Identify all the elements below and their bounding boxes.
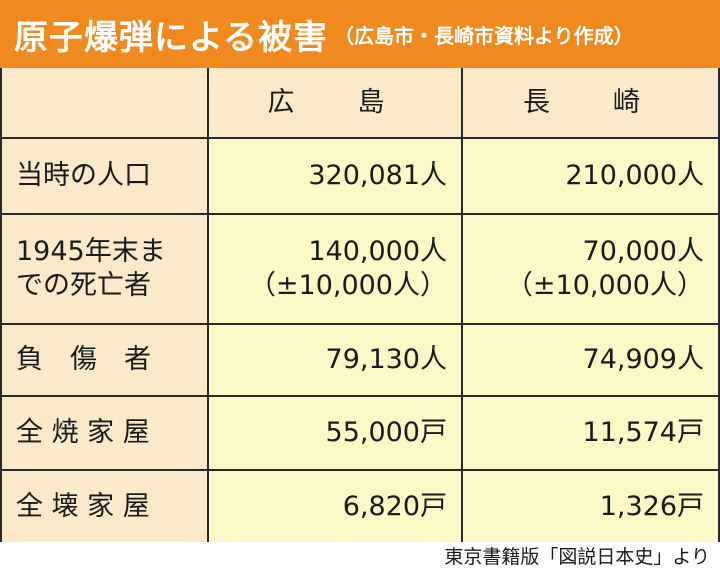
source-credit: 東京書籍版「図説日本史」より bbox=[444, 546, 710, 568]
nagasaki-deaths-margin: （±10,000人） bbox=[505, 270, 704, 301]
row-label-deaths-line2: での死亡者 bbox=[16, 270, 151, 301]
nagasaki-destroyed-houses: 1,326戸 bbox=[461, 469, 718, 542]
nagasaki-deaths-value: 70,000人 bbox=[582, 236, 704, 268]
nagasaki-population: 210,000人 bbox=[461, 137, 718, 215]
nagasaki-deaths: 70,000人 （±10,000人） bbox=[461, 213, 718, 325]
hiroshima-burned-houses: 55,000戸 bbox=[207, 395, 463, 471]
table-header-row: 広 島 長 崎 bbox=[2, 68, 718, 139]
row-label-population: 当時の人口 bbox=[2, 137, 209, 215]
hiroshima-destroyed-houses: 6,820戸 bbox=[207, 469, 463, 542]
table-row-deaths: 1945年末ま での死亡者 140,000人 （±10,000人） 70,000… bbox=[2, 213, 718, 325]
hiroshima-deaths: 140,000人 （±10,000人） bbox=[207, 213, 463, 325]
row-label-destroyed-houses: 全 壊 家 屋 bbox=[2, 469, 209, 542]
table-row-population: 当時の人口 320,081人 210,000人 bbox=[2, 137, 718, 215]
nagasaki-burned-houses: 11,574戸 bbox=[461, 395, 718, 471]
row-label-deaths-line1: 1945年末ま bbox=[16, 236, 166, 268]
header-hiroshima: 広 島 bbox=[207, 68, 463, 139]
row-label-injured: 負 傷 者 bbox=[2, 323, 209, 397]
nagasaki-injured: 74,909人 bbox=[461, 323, 718, 397]
hiroshima-deaths-margin: （±10,000人） bbox=[248, 270, 447, 301]
page-subtitle: （広島市・長崎市資料より作成） bbox=[333, 23, 634, 48]
table-row-burned-houses: 全 焼 家 屋 55,000戸 11,574戸 bbox=[2, 395, 718, 471]
hiroshima-population: 320,081人 bbox=[207, 137, 463, 215]
header-corner-cell bbox=[2, 68, 209, 139]
row-label-burned-houses: 全 焼 家 屋 bbox=[2, 395, 209, 471]
damage-table-container: 広 島 長 崎 当時の人口 320,081人 210,000人 1945年末ま … bbox=[0, 68, 720, 542]
page-title: 原子爆弾による被害 bbox=[14, 17, 328, 58]
title-bar: 原子爆弾による被害 （広島市・長崎市資料より作成） bbox=[0, 0, 720, 68]
table-row-destroyed-houses: 全 壊 家 屋 6,820戸 1,326戸 bbox=[2, 469, 718, 542]
damage-table: 広 島 長 崎 当時の人口 320,081人 210,000人 1945年末ま … bbox=[2, 68, 718, 542]
row-label-deaths: 1945年末ま での死亡者 bbox=[2, 213, 209, 325]
hiroshima-injured: 79,130人 bbox=[207, 323, 463, 397]
header-nagasaki: 長 崎 bbox=[461, 68, 718, 139]
hiroshima-deaths-value: 140,000人 bbox=[308, 236, 447, 268]
table-row-injured: 負 傷 者 79,130人 74,909人 bbox=[2, 323, 718, 397]
